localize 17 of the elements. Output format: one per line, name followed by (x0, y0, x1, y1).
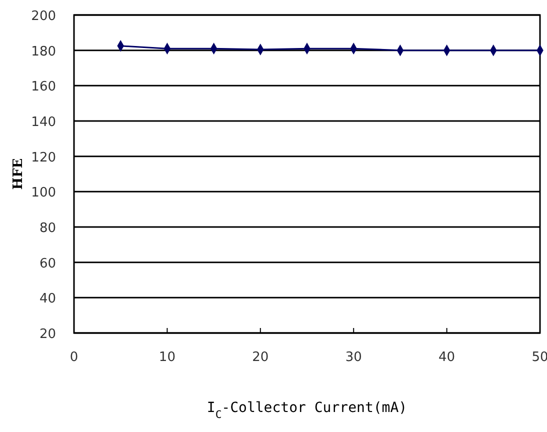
y-tick-label: 100 (31, 186, 56, 201)
y-tick-label: 40 (39, 292, 56, 307)
y-tick-label: 80 (39, 221, 56, 236)
y-tick-label: 140 (31, 115, 56, 130)
x-tick-label: 10 (158, 350, 176, 365)
x-axis-title: I$_{C}$-Collector Current(mA) (206, 400, 408, 421)
y-tick-label: 200 (31, 9, 56, 24)
x-tick-label: 40 (438, 350, 456, 365)
y-axis-title: HFE (11, 158, 26, 190)
x-tick-label: 20 (252, 350, 269, 365)
x-tick-label: 30 (345, 350, 362, 365)
x-tick-label: 0 (70, 350, 78, 365)
y-tick-label: 180 (31, 44, 56, 60)
y-tick-label: 160 (31, 80, 56, 95)
y-tick-label: 20 (39, 327, 56, 342)
y-tick-label: 60 (39, 256, 56, 272)
y-tick-label: 120 (31, 150, 56, 166)
